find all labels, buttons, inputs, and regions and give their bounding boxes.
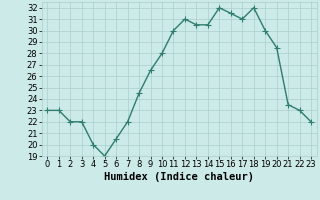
X-axis label: Humidex (Indice chaleur): Humidex (Indice chaleur) (104, 172, 254, 182)
